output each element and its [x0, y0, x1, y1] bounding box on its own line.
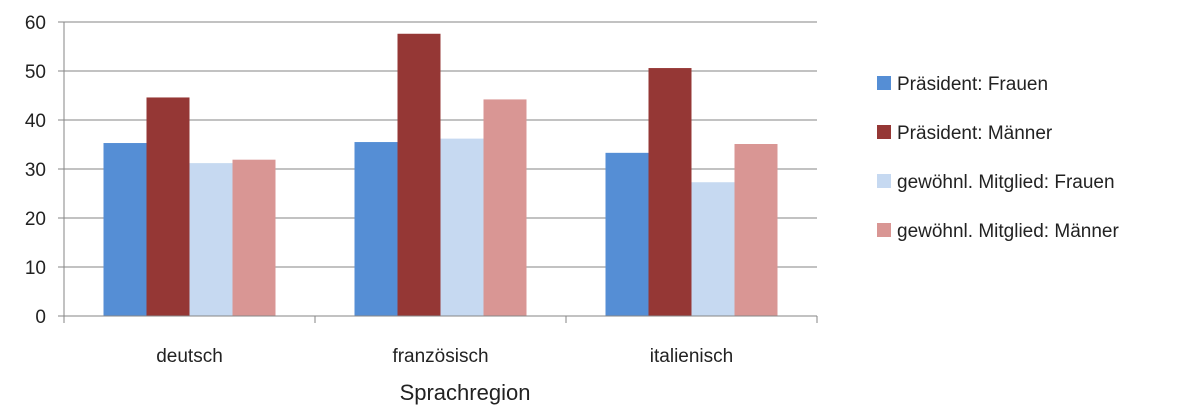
- x-axis-title: Sprachregion: [400, 380, 531, 405]
- y-tick-label: 50: [25, 62, 46, 83]
- legend-swatch: [877, 76, 891, 90]
- legend-swatch: [877, 174, 891, 188]
- legend-swatch: [877, 223, 891, 237]
- y-tick-label: 0: [35, 307, 46, 328]
- y-tick-label: 30: [25, 160, 46, 181]
- x-tick-label: französisch: [392, 346, 488, 367]
- bar: [103, 143, 147, 316]
- bar: [605, 152, 649, 316]
- y-tick-label: 60: [25, 13, 46, 34]
- bars: [103, 33, 778, 317]
- bar: [691, 182, 735, 316]
- x-tick-label: italienisch: [650, 346, 733, 367]
- legend: Präsident: Frauen Präsident: Männer gewöhn…: [877, 74, 1119, 242]
- axes: 0 10 20 30 40 50 60 deutsch französisch italienis…: [25, 13, 818, 367]
- legend-label: Präsident: Männer: [897, 123, 1053, 144]
- bar: [734, 144, 778, 316]
- y-tick-label: 40: [25, 111, 46, 132]
- bar: [189, 163, 233, 316]
- y-tick-label: 10: [25, 258, 46, 279]
- bar: [397, 33, 441, 316]
- bar: [440, 138, 484, 316]
- bar: [354, 142, 398, 316]
- legend-swatch: [877, 125, 891, 139]
- y-tick-label: 20: [25, 209, 46, 230]
- bar: [146, 97, 190, 317]
- x-tick-label: deutsch: [156, 346, 223, 367]
- bar: [483, 99, 527, 316]
- legend-label: gewöhnl. Mitglied: Frauen: [897, 172, 1115, 193]
- legend-label: gewöhnl. Mitglied: Männer: [897, 221, 1119, 242]
- bar: [648, 68, 692, 316]
- legend-label: Präsident: Frauen: [897, 74, 1048, 95]
- bar: [232, 159, 276, 316]
